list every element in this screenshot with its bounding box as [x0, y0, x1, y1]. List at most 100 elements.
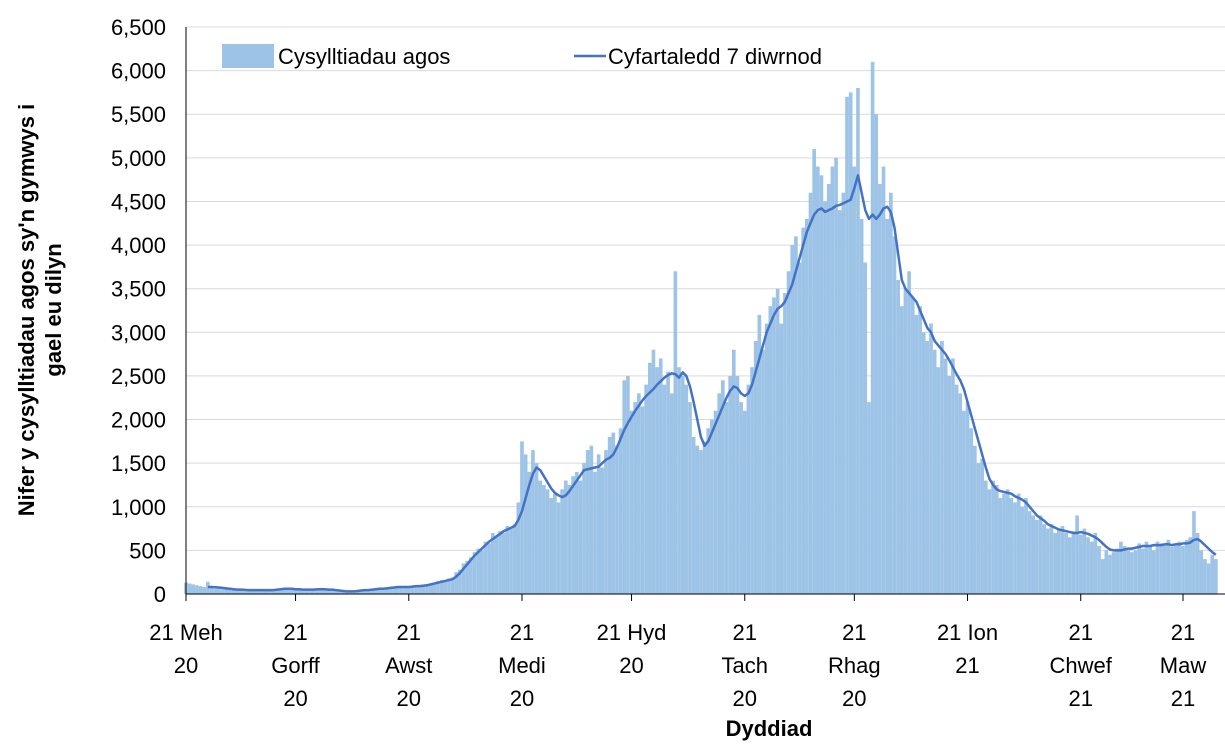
bar — [461, 563, 466, 594]
bar — [549, 498, 554, 594]
bar — [1111, 552, 1116, 594]
bar — [921, 332, 926, 594]
bar — [311, 590, 316, 594]
bar — [447, 578, 451, 594]
legend-label: Cysylltiadau agos — [278, 44, 450, 69]
x-tick-label: 21 Maw 21 — [1160, 620, 1207, 711]
bar — [509, 528, 513, 594]
bar — [980, 458, 984, 594]
bar — [512, 524, 517, 594]
bar — [1086, 537, 1090, 594]
bar — [370, 589, 375, 594]
bar — [910, 297, 915, 594]
bar — [783, 293, 787, 594]
bar — [308, 589, 312, 594]
bar — [1038, 515, 1043, 594]
y-tick-label: 5,000 — [111, 146, 166, 171]
bar — [556, 502, 561, 594]
bar — [987, 489, 992, 594]
bar — [425, 585, 429, 594]
bar — [469, 557, 473, 594]
y-tick-label: 2,500 — [111, 364, 166, 389]
bar — [786, 271, 791, 594]
bar — [684, 384, 689, 594]
bar — [794, 236, 798, 594]
bar — [264, 590, 269, 594]
y-tick-label: 6,500 — [111, 15, 166, 40]
bar — [257, 590, 261, 594]
bar — [991, 480, 995, 594]
bar — [523, 454, 528, 594]
bar — [1162, 545, 1167, 594]
bar — [644, 384, 648, 594]
bar — [458, 569, 462, 594]
bar — [1115, 548, 1120, 594]
bar — [947, 375, 952, 594]
bar — [1210, 554, 1215, 594]
bar — [567, 484, 572, 594]
bar — [998, 498, 1003, 594]
bar — [253, 590, 258, 594]
bar — [1144, 541, 1149, 594]
bar — [377, 587, 382, 594]
bar — [1042, 524, 1047, 594]
bar — [1078, 534, 1083, 594]
bar — [837, 210, 842, 594]
bar — [889, 192, 893, 594]
x-tick-label: 21 Meh 20 — [149, 620, 222, 678]
bar — [531, 450, 535, 594]
y-tick-label: 5,500 — [111, 102, 166, 127]
bar — [775, 288, 780, 594]
bar — [344, 591, 349, 594]
bar — [607, 436, 612, 594]
bar — [1173, 543, 1178, 594]
bar — [899, 306, 904, 594]
bar — [622, 380, 627, 594]
bar — [436, 580, 440, 594]
bar — [932, 349, 937, 594]
bar — [1130, 552, 1134, 594]
bar — [962, 410, 966, 594]
bar — [735, 375, 740, 594]
bar — [1159, 543, 1163, 594]
bar — [867, 402, 871, 594]
legend-label: Cyfartaledd 7 diwrnod — [608, 44, 822, 69]
bar — [571, 476, 575, 594]
bar — [1188, 537, 1193, 594]
x-tick-label: 21 Ion 21 — [937, 620, 998, 678]
bar — [388, 587, 393, 594]
bar — [669, 393, 674, 594]
bar — [330, 589, 334, 594]
bar — [633, 402, 638, 594]
bar — [268, 590, 272, 594]
bar — [936, 367, 941, 594]
bar — [805, 218, 809, 594]
bar — [1108, 554, 1112, 594]
bar — [856, 88, 860, 595]
bar — [1100, 559, 1105, 594]
x-tick-label: 21 Tach 20 — [722, 620, 768, 711]
bar — [954, 384, 959, 594]
bar — [1049, 524, 1054, 594]
bar — [479, 550, 484, 594]
bar — [421, 584, 426, 594]
bar — [826, 184, 831, 594]
bar — [578, 480, 583, 594]
bar — [520, 441, 524, 594]
bar — [914, 314, 919, 594]
bar — [1002, 493, 1006, 594]
bar — [885, 218, 890, 594]
bar — [841, 192, 846, 594]
bar — [1192, 511, 1196, 594]
bar — [505, 525, 510, 594]
bar — [282, 587, 287, 594]
bar — [746, 384, 751, 594]
bar — [1035, 519, 1039, 594]
bar — [1140, 548, 1145, 594]
bar — [428, 583, 433, 594]
y-axis-title: Nifer y cysylltiadau agos sy'n gymwys ig… — [14, 104, 66, 516]
bar — [227, 589, 232, 594]
bar — [673, 271, 678, 594]
bar — [1184, 539, 1189, 594]
bar — [414, 585, 418, 594]
